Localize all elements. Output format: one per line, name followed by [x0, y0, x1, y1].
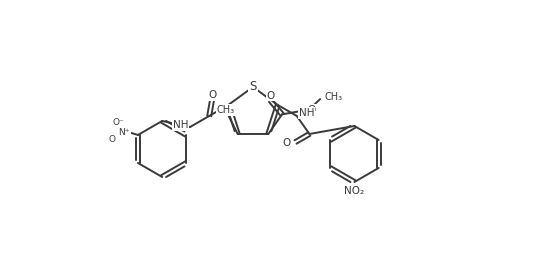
Text: N⁺: N⁺ [118, 128, 130, 138]
Text: O⁻: O⁻ [112, 118, 124, 127]
Text: O: O [308, 105, 316, 115]
Text: NH: NH [299, 108, 314, 118]
Text: CH₃: CH₃ [324, 92, 342, 102]
Text: S: S [249, 80, 257, 93]
Text: CH₃: CH₃ [217, 105, 235, 115]
Text: O: O [266, 91, 274, 100]
Text: O: O [209, 90, 217, 100]
Text: NH: NH [173, 120, 188, 130]
Text: NO₂: NO₂ [345, 186, 364, 196]
Text: O: O [282, 138, 291, 148]
Text: O: O [109, 135, 116, 145]
